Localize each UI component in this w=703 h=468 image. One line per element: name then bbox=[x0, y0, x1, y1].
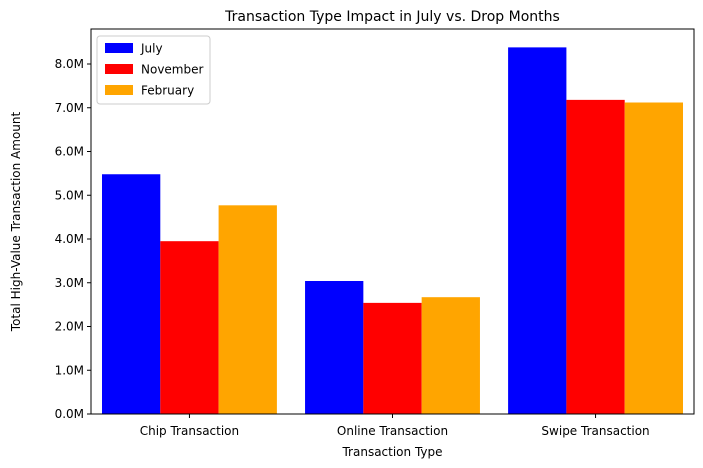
x-tick-label: Chip Transaction bbox=[140, 424, 239, 438]
y-tick-label: 4.0M bbox=[55, 232, 84, 246]
y-axis-label: Total High-Value Transaction Amount bbox=[9, 111, 23, 332]
bars-layer bbox=[102, 47, 683, 414]
legend: July November February bbox=[96, 35, 211, 105]
y-tick-label: 1.0M bbox=[55, 363, 84, 377]
bar-july-1 bbox=[102, 174, 161, 414]
legend-swatch-february bbox=[105, 85, 133, 95]
x-axis-label: Transaction Type bbox=[341, 445, 442, 459]
legend-label-february: February bbox=[141, 84, 194, 98]
y-tick-label: 6.0M bbox=[55, 145, 84, 159]
bar-november-2 bbox=[363, 302, 422, 414]
y-tick-label: 8.0M bbox=[55, 57, 84, 71]
bar-february-3 bbox=[624, 102, 683, 414]
bar-february-2 bbox=[421, 297, 480, 414]
legend-label-november: November bbox=[141, 63, 203, 77]
bar-november-1 bbox=[160, 241, 219, 414]
y-tick-label: 5.0M bbox=[55, 188, 84, 202]
plot-frame bbox=[90, 28, 695, 415]
bar-july-2 bbox=[305, 281, 364, 414]
y-axis-ticks: 0.0M 1.0M 2.0M 3.0M 4.0M 5.0M 6.0M 7.0M 8.0M bbox=[55, 57, 91, 421]
chart-title: Transaction Type Impact in July vs. Drop… bbox=[224, 9, 560, 25]
legend-swatch-july bbox=[105, 43, 133, 53]
y-tick-label: 7.0M bbox=[55, 101, 84, 115]
legend-label-july: July bbox=[140, 42, 163, 56]
y-tick-label: 2.0M bbox=[55, 320, 84, 334]
bar-november-3 bbox=[566, 99, 625, 414]
y-tick-label: 3.0M bbox=[55, 276, 84, 290]
bar-july-3 bbox=[508, 47, 567, 414]
legend-swatch-november bbox=[105, 64, 133, 74]
y-tick-label: 0.0M bbox=[55, 407, 84, 421]
x-tick-label: Online Transaction bbox=[337, 424, 448, 438]
x-tick-label: Swipe Transaction bbox=[541, 424, 649, 438]
bar-february-1 bbox=[218, 205, 277, 414]
x-axis-ticks: Chip Transaction Online Transaction Swipe … bbox=[140, 414, 650, 438]
